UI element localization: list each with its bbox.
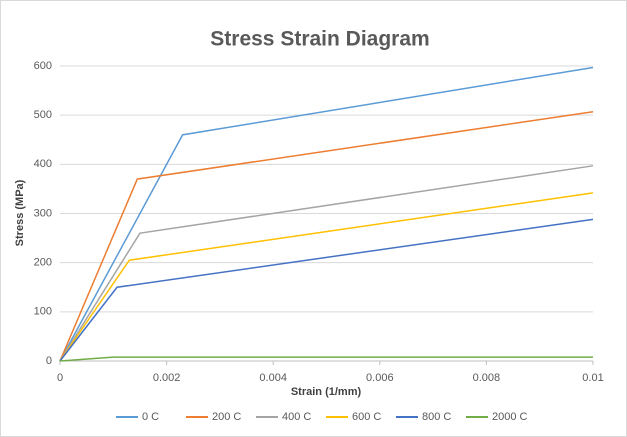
y-axis-title: Stress (MPa) [14,179,26,246]
y-tick-label: 500 [34,109,52,121]
legend-label: 0 C [142,411,159,423]
series-line [59,218,594,362]
y-tick-label: 600 [34,60,52,72]
y-tick-label: 200 [34,257,52,269]
series-line [59,192,594,362]
chart-title: Stress Strain Diagram [210,28,429,51]
series-line [59,356,593,362]
legend-label: 600 C [352,411,381,423]
x-tick-label: 0.002 [153,372,181,384]
y-tick-label: 400 [34,158,52,170]
legend-label: 200 C [212,411,241,423]
series-line [59,66,594,362]
legend-label: 2000 C [492,411,528,423]
x-axis-title: Strain (1/mm) [291,386,362,398]
x-tick-label: 0.008 [473,372,501,384]
x-tick-label: 0.004 [259,372,287,384]
series-line [59,165,594,362]
x-tick-label: 0 [57,372,63,384]
x-tick-label: 0.01 [582,372,603,384]
y-tick-label: 0 [46,355,52,367]
legend-label: 800 C [422,411,451,423]
y-tick-label: 100 [34,306,52,318]
legend-label: 400 C [282,411,311,423]
series-line [59,110,594,362]
x-tick-label: 0.006 [366,372,394,384]
y-tick-label: 300 [34,207,52,219]
